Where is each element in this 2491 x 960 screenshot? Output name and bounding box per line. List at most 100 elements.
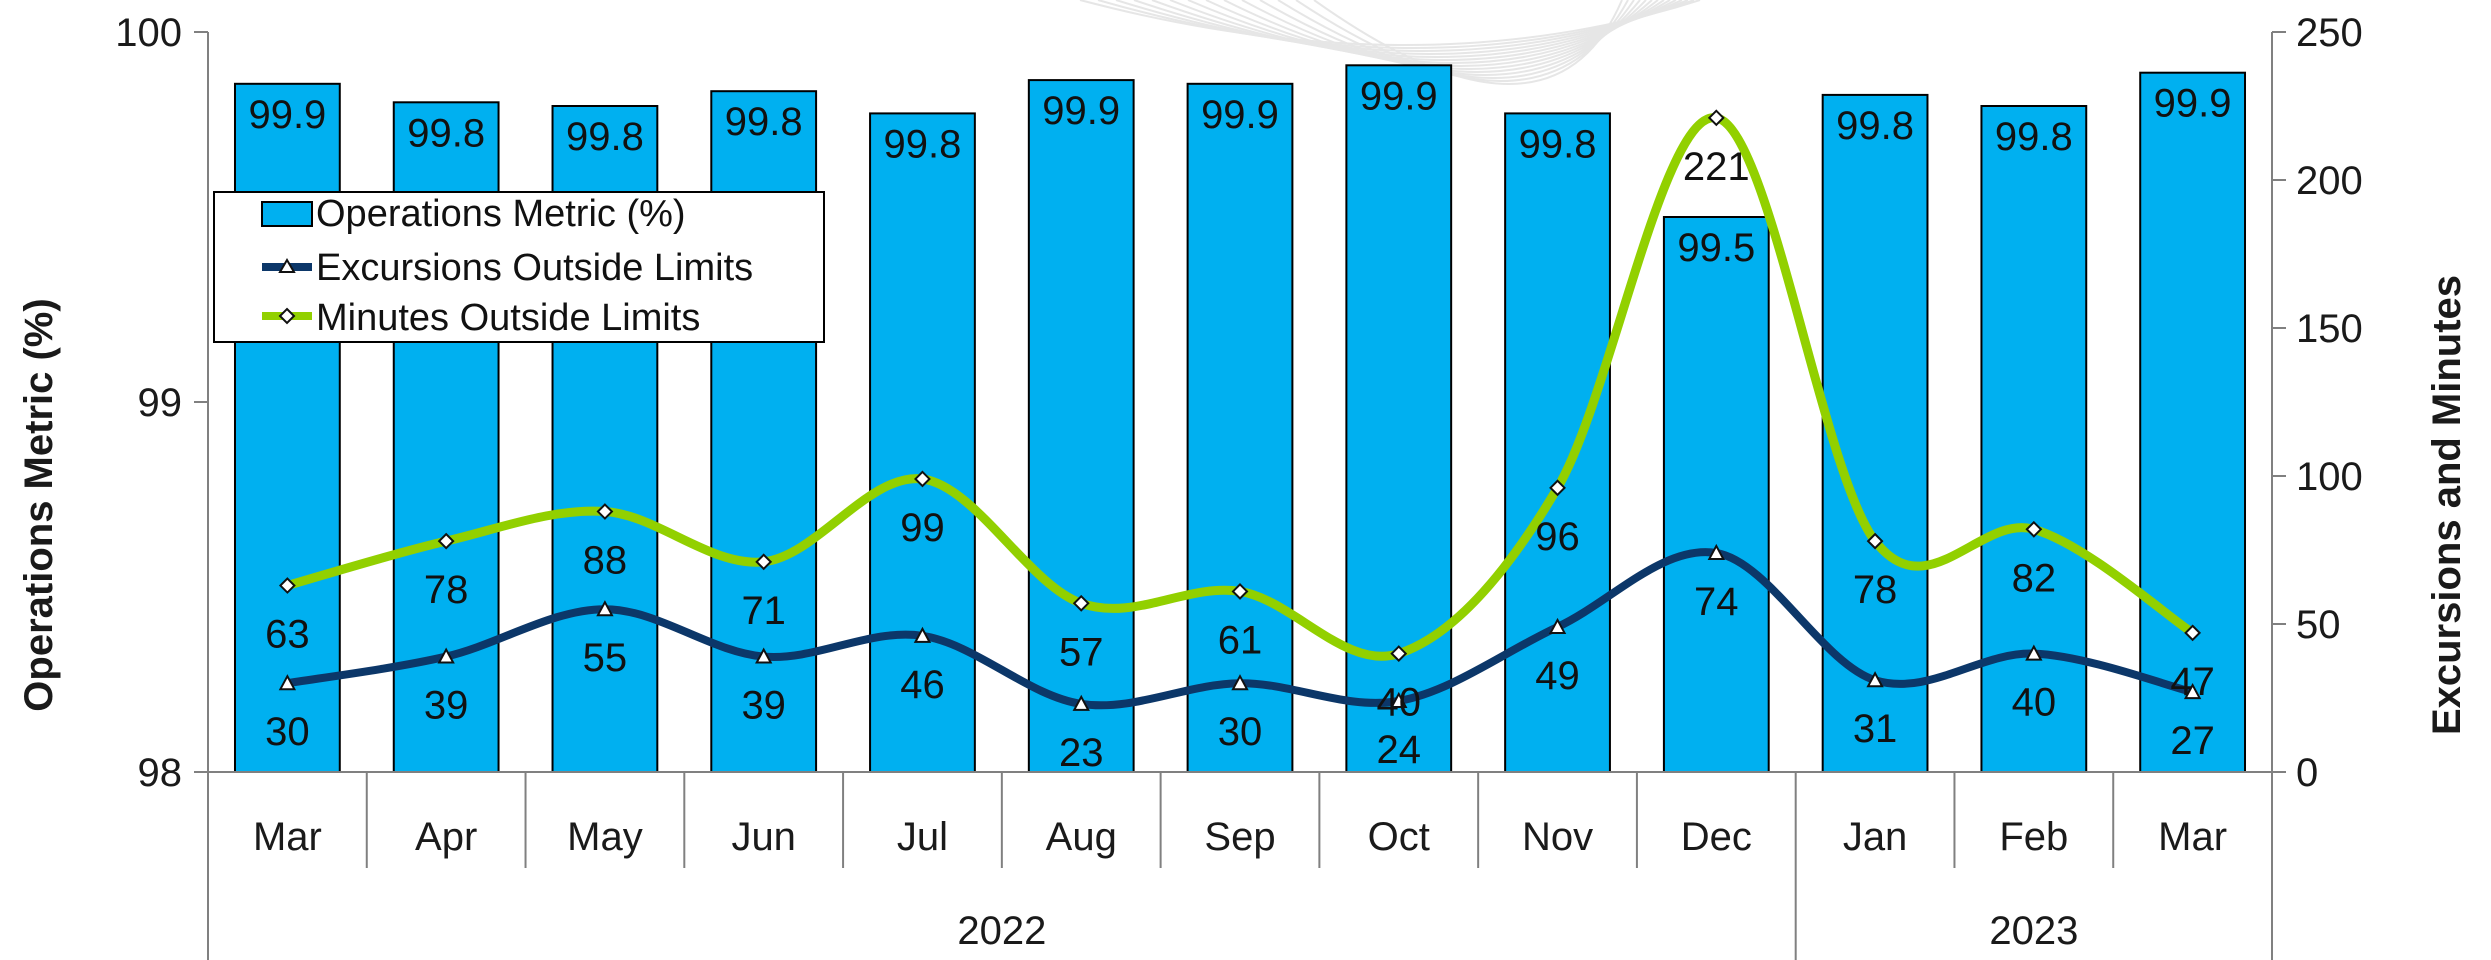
bars-layer: [233, 64, 2247, 774]
legend-swatch-excursions-marker: [278, 258, 296, 273]
minutes-point: [1866, 532, 1884, 550]
excursions-value-label: 27: [2170, 719, 2215, 763]
bar: [2139, 71, 2247, 773]
minutes-line: [282, 113, 2198, 661]
y-right-tick-label: 200: [2296, 159, 2363, 203]
bar-value-label: 99.8: [566, 115, 644, 159]
legend-label-minutes: Minutes Outside Limits: [316, 297, 700, 339]
excursions-point: [1707, 543, 1725, 560]
excursions-value-label: 74: [1694, 580, 1739, 624]
minutes-value-label: 96: [1535, 515, 1580, 559]
minutes-point: [1549, 479, 1566, 497]
axes-layer: 98 99 100 0 50 100 150 200 250 Mar Apr May Jun Jul Aug…: [115, 11, 2363, 960]
x-tick-label: Apr: [415, 815, 477, 859]
x-tick-label: May: [567, 815, 643, 859]
excursions-value-label: 49: [1535, 654, 1580, 698]
y-left-tick-label: 100: [115, 11, 182, 55]
x-tick-label: Nov: [1522, 815, 1593, 859]
legend-swatch-operations: [261, 201, 313, 227]
x-group-label: 2023: [1989, 909, 2078, 953]
excursions-value-label: 40: [2012, 681, 2057, 725]
excursions-value-label: 31: [1853, 707, 1898, 751]
excursions-value-label: 23: [1059, 731, 1104, 775]
bar: [233, 82, 341, 774]
bar-value-label: 99.5: [1677, 226, 1755, 270]
minutes-point: [1390, 645, 1408, 663]
excursions-value-label: 39: [741, 684, 786, 728]
legend: Operations Metric (%) Excursions Outside…: [213, 191, 825, 343]
minutes-point: [1707, 109, 1725, 127]
minutes-point: [2025, 520, 2043, 538]
y-right-tick-label: 0: [2296, 751, 2318, 795]
minutes-value-label: 78: [1853, 568, 1898, 612]
minutes-value-label: 221: [1683, 145, 1750, 189]
bar-value-label: 99.8: [407, 111, 485, 155]
minutes-value-label: 47: [2170, 660, 2215, 704]
minutes-value-label: 61: [1218, 618, 1263, 662]
excursions-point: [1231, 674, 1249, 691]
minutes-point: [278, 577, 296, 594]
legend-box: [213, 191, 825, 343]
excursions-point: [1866, 671, 1884, 688]
excursions-point: [2183, 682, 2202, 700]
bar-value-label: 99.8: [1836, 104, 1914, 148]
x-tick-label: Oct: [1368, 815, 1430, 859]
bar-value-label: 99.9: [248, 93, 326, 137]
excursions-value-label: 46: [900, 663, 945, 707]
y-right-tick-label: 100: [2296, 455, 2363, 499]
bar: [1027, 79, 1135, 774]
minutes-point: [2184, 624, 2202, 642]
minutes-value-label: 88: [583, 539, 628, 583]
excursions-point: [2025, 644, 2043, 661]
bar-value-label: 99.9: [1201, 93, 1279, 137]
excursions-point: [596, 600, 614, 617]
x-tick-label: Mar: [253, 815, 322, 859]
legend-swatch-minutes-marker: [278, 307, 296, 325]
y-left-axis-title: Operations Metric (%): [17, 298, 61, 711]
x-tick-label: Sep: [1204, 815, 1275, 859]
bar-value-label: 99.8: [884, 122, 962, 166]
x-tick-label: Mar: [2158, 815, 2227, 859]
x-tick-label: Aug: [1046, 815, 1117, 859]
y-right-tick-label: 50: [2296, 603, 2341, 647]
excursions-point: [755, 647, 773, 664]
minutes-value-label: 99: [900, 506, 945, 550]
y-left-tick-label: 98: [138, 751, 183, 795]
x-tick-label: Jan: [1843, 815, 1908, 859]
value-labels-layer: 99.9 99.8 99.8 99.8 99.8 99.9 99.9 99.9 99.8 99.5…: [248, 74, 2231, 775]
x-tick-label: Jul: [897, 815, 948, 859]
minutes-value-label: 78: [424, 568, 469, 612]
minutes-point: [914, 470, 931, 488]
x-tick-label: Feb: [1999, 815, 2068, 859]
bar-value-label: 99.8: [1519, 122, 1597, 166]
y-right-tick-label: 150: [2296, 307, 2363, 351]
legend-label-operations: Operations Metric (%): [316, 193, 686, 235]
excursions-point: [913, 626, 932, 643]
excursions-point: [1390, 691, 1408, 708]
minutes-value-label: 63: [265, 613, 310, 657]
y-right-axis-title: Excursions and Minutes: [2425, 275, 2469, 735]
x-tick-label: Jun: [731, 815, 796, 859]
minutes-value-label: 40: [1377, 681, 1422, 725]
excursions-value-label: 24: [1377, 728, 1422, 772]
legend-label-excursions: Excursions Outside Limits: [316, 247, 753, 289]
y-right-tick-label: 250: [2296, 11, 2363, 55]
lines-layer: [278, 109, 2202, 711]
excursions-value-label: 55: [583, 636, 628, 680]
y-left-tick-label: 99: [138, 381, 183, 425]
excursions-value-label: 39: [424, 684, 469, 728]
bar: [1504, 112, 1611, 773]
minutes-point: [755, 553, 773, 571]
excursions-point: [1548, 617, 1567, 634]
minutes-point: [1072, 594, 1090, 612]
bar: [1980, 105, 2088, 773]
minutes-point: [596, 503, 614, 520]
minutes-point: [437, 532, 455, 550]
bar-value-label: 99.9: [1042, 89, 1120, 133]
x-group-label: 2022: [957, 909, 1046, 953]
excursions-point: [1072, 694, 1090, 711]
bar: [869, 112, 976, 773]
minutes-value-label: 82: [2012, 556, 2057, 600]
